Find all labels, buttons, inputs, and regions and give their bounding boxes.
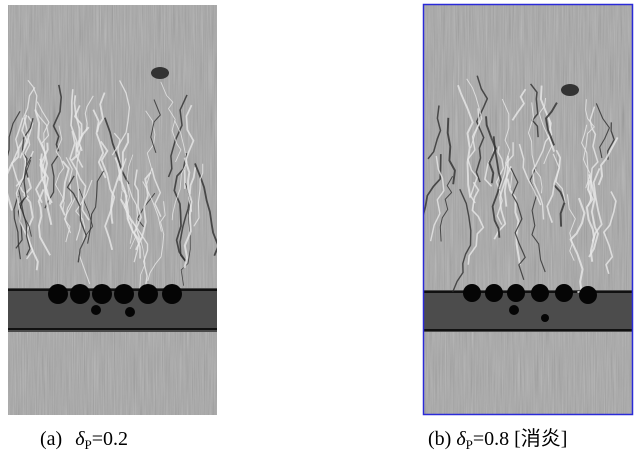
- photo-b: [422, 5, 632, 414]
- caption-label: (a): [40, 428, 62, 450]
- caption-b: (b) δP=0.8 [消炎]: [428, 427, 567, 452]
- caption-value: =0.2: [92, 428, 128, 450]
- caption-a: (a) δP=0.2: [40, 428, 128, 452]
- photo-a: [5, 5, 218, 415]
- caption-subscript: P: [466, 437, 473, 452]
- caption-subscript: P: [85, 437, 92, 452]
- caption-note: [消炎]: [514, 427, 567, 450]
- caption-label: (b): [428, 428, 451, 450]
- caption-value: =0.8: [473, 428, 509, 450]
- figure: (a) δP=0.2 (b) δP=0.8 [消炎]: [0, 0, 634, 457]
